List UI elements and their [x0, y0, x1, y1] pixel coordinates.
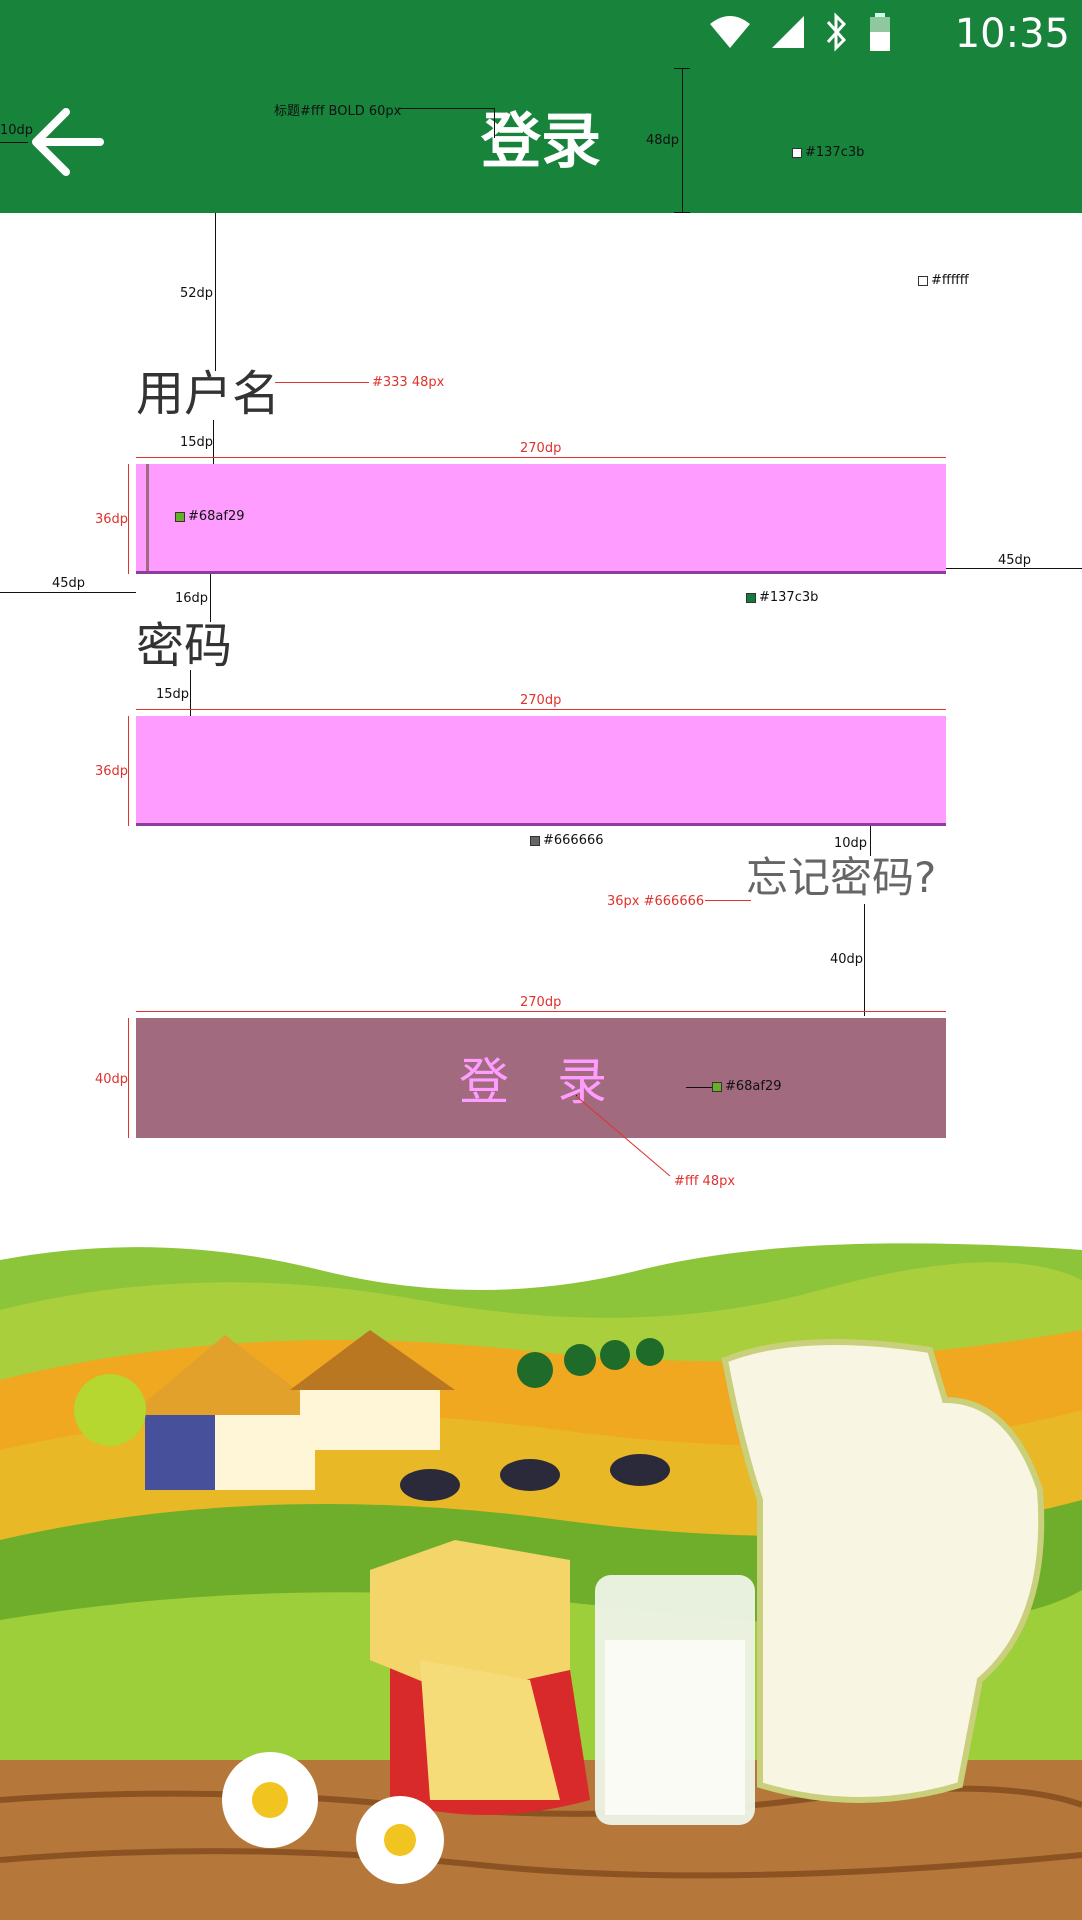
farm-illustration — [0, 1240, 1082, 1920]
cursor-color-annotation: #68af29 — [175, 509, 245, 524]
button-color-annotation: #68af29 — [712, 1079, 782, 1094]
password-input[interactable] — [136, 716, 946, 826]
back-margin-annotation: 10dp — [0, 123, 34, 138]
right-margin-annotation: 45dp — [998, 553, 1032, 568]
button-height-annotation: 40dp — [95, 1072, 129, 1087]
signal-icon — [772, 16, 804, 48]
back-button[interactable] — [28, 102, 108, 182]
field-height-annotation: 36dp — [95, 512, 129, 527]
button-width-annotation: 270dp — [520, 995, 562, 1010]
field-width-annotation: 270dp — [520, 441, 562, 456]
forgot-password-link[interactable]: 忘记密码? — [746, 853, 937, 902]
underline-color-annotation-2: #666666 — [530, 833, 604, 848]
left-margin-annotation: 45dp — [52, 576, 86, 591]
bg-color-annotation: #ffffff — [918, 273, 969, 288]
bluetooth-icon — [826, 12, 847, 52]
gap-forgot-annotation: 10dp — [834, 836, 868, 851]
username-input[interactable] — [136, 464, 946, 574]
password-label: 密码 — [136, 618, 233, 674]
page-title: 登录 — [481, 107, 601, 177]
appbar-color-annotation: #137c3b — [792, 145, 864, 160]
gap-button-annotation: 40dp — [830, 952, 864, 967]
forgot-spec-annotation: 36px #666666 — [607, 894, 705, 909]
gap-label-field-annotation: 15dp — [180, 435, 214, 450]
leader-line — [575, 1095, 671, 1177]
gap-field-label-annotation: 16dp — [175, 591, 209, 606]
wifi-icon — [710, 16, 750, 48]
field-width-annotation-2: 270dp — [520, 693, 562, 708]
gap-top-annotation: 52dp — [180, 286, 214, 301]
title-spec-annotation: 标题#fff BOLD 60px — [274, 104, 402, 119]
battery-icon — [870, 13, 890, 51]
field-height-annotation-2: 36dp — [95, 764, 129, 779]
app-bar — [0, 0, 1082, 213]
status-time: 10:35 — [954, 11, 1070, 57]
login-button[interactable]: 登 录 — [136, 1018, 946, 1138]
underline-color-annotation: #137c3b — [746, 590, 818, 605]
arrow-left-icon — [32, 108, 104, 176]
text-cursor — [146, 464, 149, 571]
appbar-height-annotation: 48dp — [646, 133, 680, 148]
username-label: 用户名 — [136, 366, 281, 422]
status-icons — [708, 12, 892, 52]
gap-label-field-annotation-2: 15dp — [156, 687, 190, 702]
button-text-spec-annotation: #fff 48px — [674, 1174, 736, 1189]
label-spec-annotation: #333 48px — [372, 375, 445, 390]
